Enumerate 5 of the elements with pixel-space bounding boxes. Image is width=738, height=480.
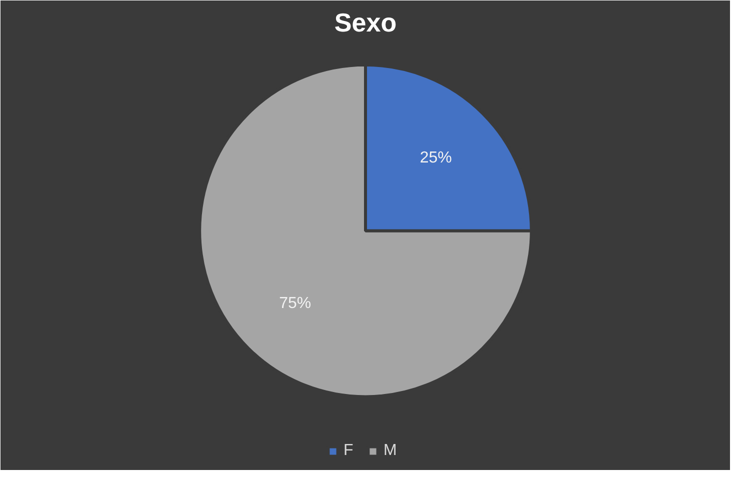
legend-label: M (384, 442, 398, 460)
data-label: 25% (420, 150, 452, 167)
legend-label: F (344, 442, 354, 460)
data-label: 75% (279, 294, 312, 312)
chart-title: Sexo (334, 8, 397, 38)
